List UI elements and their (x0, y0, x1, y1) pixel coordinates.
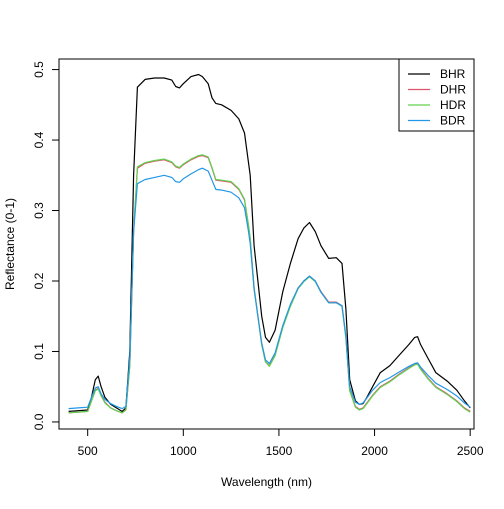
y-tick-label: 0.4 (32, 131, 46, 148)
legend-label-bhr: BHR (440, 67, 466, 81)
x-tick-label: 500 (78, 444, 98, 458)
series-line-bdr (68, 167, 471, 410)
y-axis: 0.0 0.1 0.2 0.3 0.4 0.5 (32, 61, 60, 430)
x-tick-label: 2500 (457, 444, 484, 458)
x-axis-label: Wavelength (nm) (221, 475, 312, 489)
y-tick-label: 0.3 (32, 202, 46, 219)
x-axis: 500 1000 1500 2000 2500 (78, 428, 484, 458)
y-tick-label: 0.1 (32, 343, 46, 360)
legend-label-bdr: BDR (440, 114, 466, 128)
y-axis-label: Reflectance (0-1) (3, 198, 17, 290)
x-tick-label: 1500 (266, 444, 293, 458)
y-tick-label: 0.5 (32, 61, 46, 78)
legend-box (398, 58, 475, 132)
y-tick-label: 0.2 (32, 272, 46, 289)
x-tick-label: 1000 (170, 444, 197, 458)
series-layer (68, 73, 471, 414)
legend-label-hdr: HDR (440, 98, 466, 112)
x-tick-label: 2000 (361, 444, 388, 458)
legend-label-dhr: DHR (440, 83, 466, 97)
y-tick-label: 0.0 (32, 413, 46, 430)
